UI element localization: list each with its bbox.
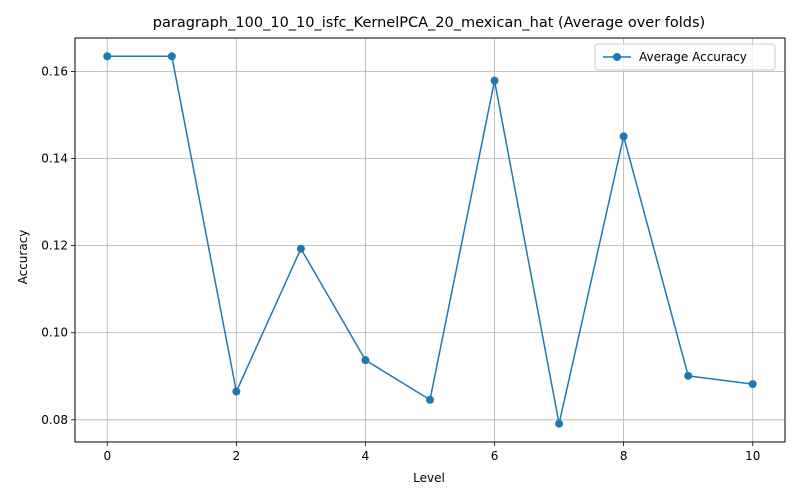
y-tick-label: 0.10 [41,326,68,340]
grid-lines [75,38,785,442]
x-axis-label: Level [413,471,445,485]
data-point [296,244,305,253]
x-tick-label: 8 [620,449,628,463]
y-tick-label: 0.12 [41,239,68,253]
legend: Average Accuracy [594,43,776,71]
legend-box [594,43,776,71]
data-point [619,132,628,141]
y-axis-ticks: 0.08 0.10 0.12 0.14 0.16 [41,65,75,427]
x-axis-ticks: 0 2 4 6 8 10 [103,442,760,463]
data-point [426,395,434,404]
data-point [555,419,564,428]
data-point [103,52,112,61]
data-point [167,52,176,61]
plot-frame [74,37,786,443]
series-line [107,55,753,425]
x-tick-label: 10 [745,449,760,463]
y-tick-label: 0.08 [41,413,68,427]
data-point [684,371,693,380]
y-tick-label: 0.16 [41,65,68,79]
legend-marker [613,53,621,61]
x-tick-label: 2 [233,449,241,463]
data-point [748,380,757,389]
series-layer [103,52,757,428]
data-point [490,76,499,85]
x-tick-label: 6 [491,449,499,463]
chart-title: paragraph_100_10_10_isfc_KernelPCA_20_me… [153,15,705,31]
data-point [361,356,370,365]
y-axis-label: Accuracy [16,230,30,285]
x-tick-label: 4 [362,449,370,463]
y-tick-label: 0.14 [41,152,68,166]
legend-label: Average Accuracy [639,50,747,64]
data-point [232,387,241,396]
x-tick-label: 0 [103,449,111,463]
